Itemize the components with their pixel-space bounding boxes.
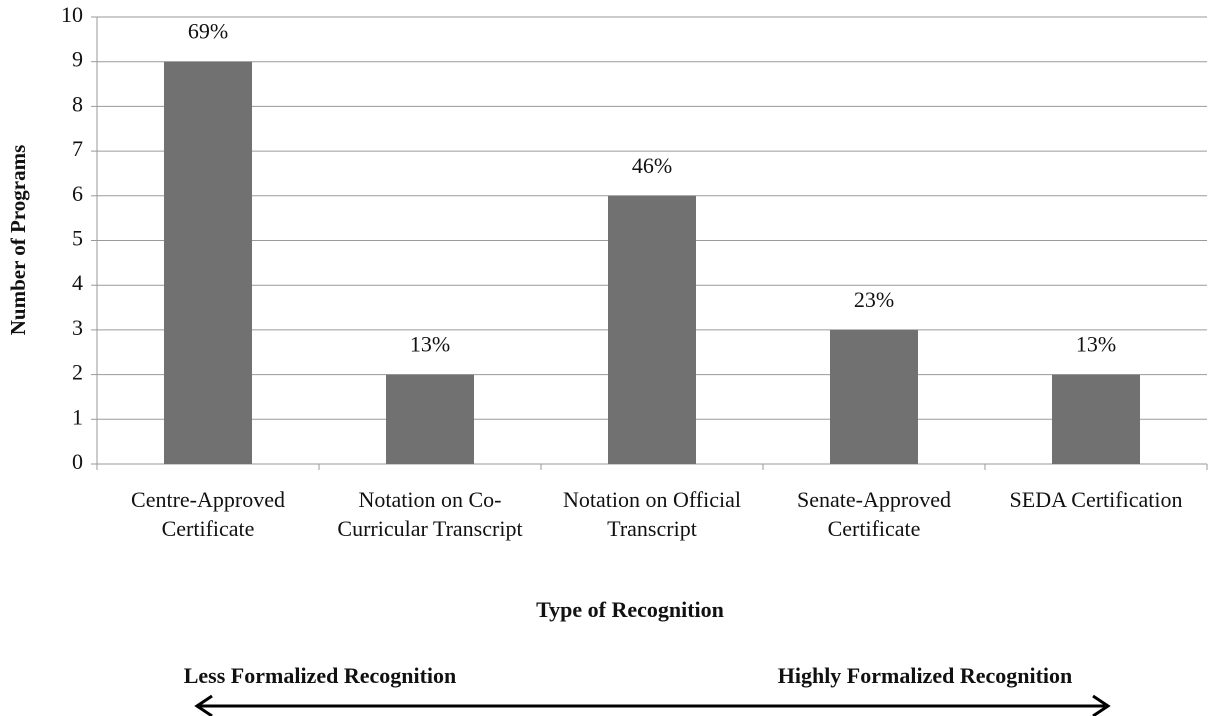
bar xyxy=(386,374,474,464)
y-tick-label: 8 xyxy=(72,91,83,116)
x-tick-label: Notation on Co-Curricular Transcript xyxy=(337,487,523,541)
y-tick-label: 6 xyxy=(72,181,83,206)
y-tick-label: 2 xyxy=(72,360,83,385)
y-tick-label: 7 xyxy=(72,136,83,161)
data-label: 69% xyxy=(188,19,228,44)
data-label: 23% xyxy=(854,287,894,312)
y-tick-label: 4 xyxy=(72,270,83,295)
scale-arrow-right-head xyxy=(1092,694,1111,716)
y-tick-label: 3 xyxy=(72,315,83,340)
bar xyxy=(608,195,696,465)
y-tick-label: 0 xyxy=(72,449,83,474)
x-tick-label: Notation on Official Transcript xyxy=(563,487,741,541)
y-axis-label: Number of Programs xyxy=(6,145,30,336)
y-tick-label: 1 xyxy=(72,404,83,429)
data-label: 46% xyxy=(632,153,672,178)
x-tick-label: Senate-Approved Certificate xyxy=(797,487,951,541)
x-tick-label: Centre-Approved Certificate xyxy=(131,487,285,541)
bar xyxy=(1052,374,1140,464)
scale-left-label: Less Formalized Recognition xyxy=(184,663,457,688)
y-tick-label: 9 xyxy=(72,47,83,72)
bar xyxy=(830,329,918,464)
scale-right-label: Highly Formalized Recognition xyxy=(778,663,1073,688)
bar xyxy=(164,61,252,464)
data-label: 13% xyxy=(410,332,450,357)
y-tick-label: 10 xyxy=(61,2,83,27)
x-tick-label: SEDA Certification xyxy=(1009,487,1183,512)
x-axis-label: Type of Recognition xyxy=(536,597,724,622)
scale-arrow-left-head xyxy=(194,694,213,716)
data-label: 13% xyxy=(1076,332,1116,357)
y-tick-label: 5 xyxy=(72,226,83,251)
